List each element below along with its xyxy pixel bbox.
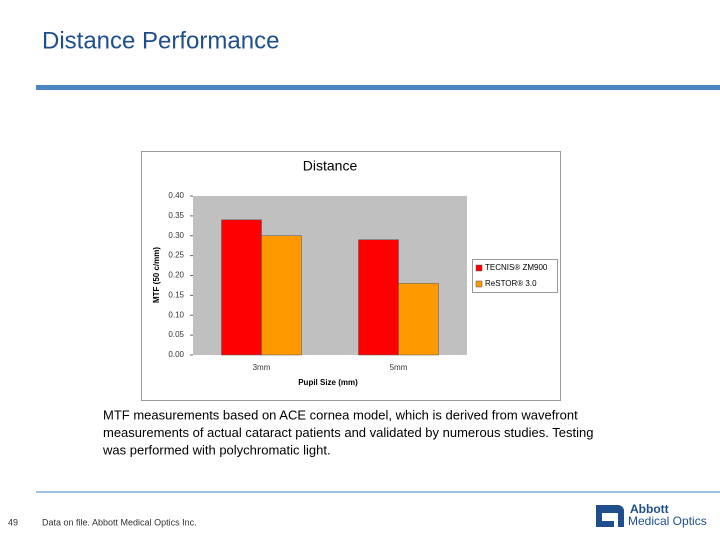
caption: MTF measurements based on ACE cornea mod… [102,407,593,457]
x-tick-label: 3mm [253,363,271,372]
caption-line: MTF measurements based on ACE cornea mod… [103,407,578,422]
logo-division: Medical Optics [628,514,707,528]
legend-box [472,259,558,293]
page-number: 49 [8,517,18,527]
legend-label: ReSTOR® 3.0 [485,279,537,288]
bar [261,235,302,356]
chart-title: Distance [303,158,358,174]
legend-swatch [475,264,483,272]
footer-note: Data on file. Abbott Medical Optics Inc. [42,517,197,527]
y-tick-label: 0.40 [168,191,184,200]
y-tick-label: 0.20 [168,271,184,280]
x-axis-title: Pupil Size (mm) [298,378,358,387]
footer-rule [36,491,720,493]
logo-name: Abbott [630,502,669,516]
slide-title: Distance Performance [42,27,279,54]
x-tick-label: 5mm [390,363,408,372]
y-axis-title: MTF (50 c/mm) [152,247,161,303]
caption-line: measurements of actual cataract patients… [103,425,593,440]
y-tick-label: 0.10 [168,310,184,319]
bar [358,239,399,356]
legend-label: TECNIS® ZM900 [485,263,548,272]
y-tick-label: 0.00 [168,350,184,359]
bar [221,219,262,356]
logo-icon [596,505,624,527]
legend-swatch [475,280,483,288]
y-tick-label: 0.30 [168,231,184,240]
y-tick-label: 0.05 [168,330,184,339]
y-tick-label: 0.25 [168,251,184,260]
header-rule [36,85,720,90]
y-tick-label: 0.15 [168,290,184,299]
caption-line: was performed with polychromatic light. [102,442,331,457]
bar [398,283,439,356]
y-tick-label: 0.35 [168,211,184,220]
